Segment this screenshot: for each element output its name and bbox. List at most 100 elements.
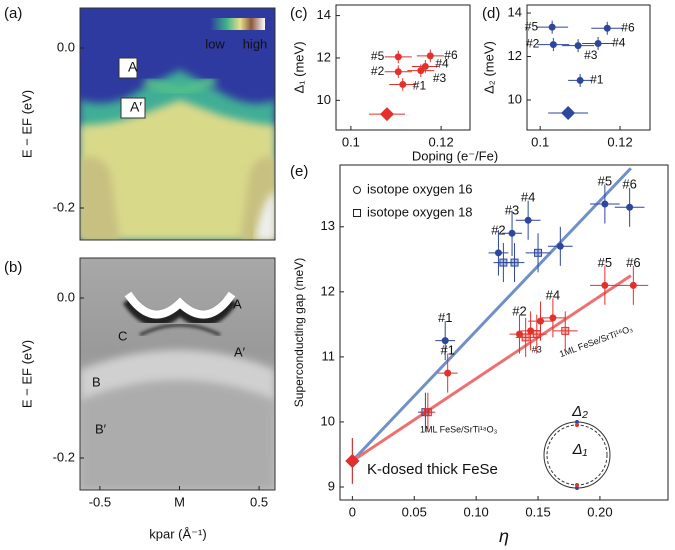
panel-label: (b) [4,259,22,276]
x-axis-label: kpar (Å⁻¹) [149,526,206,541]
band-label: A′ [130,99,142,115]
point-label: #5 [525,19,539,33]
x-axis-label: η [499,526,509,546]
data-point [426,52,434,60]
data-point [626,203,634,211]
inset-dot [575,483,579,487]
annotation: 1ML FeSe/SrTi¹⁶O₃ [558,323,634,359]
point-label: #3 [433,71,447,85]
data-point [444,369,452,377]
y-axis-label: Δ₂ (meV) [481,41,496,94]
panel-label: (c) [290,5,308,22]
data-point [521,333,530,342]
y-tick-label: -0.2 [53,449,75,464]
data-point [629,281,637,289]
data-point [527,327,535,335]
x-tick-label: 0.12 [428,134,453,149]
frame [339,164,669,501]
data-point [576,76,584,84]
x-tick-label: 0 [349,504,356,519]
data-point [515,330,523,338]
band-label: A′ [234,344,246,359]
y-tick-label: 0.0 [57,289,75,304]
data-point [594,39,602,47]
point-label: #2 [526,37,540,51]
data-point [561,326,570,335]
point-label: #6 [622,177,636,192]
y-tick-label: 9 [328,478,335,493]
panel-label: (d) [482,5,500,22]
data-point [574,42,582,50]
point-label: #3 [584,48,598,62]
point-label: #1 [438,310,452,325]
data-point [494,249,502,257]
y-tick-label: 10 [321,413,335,428]
label-box [120,97,146,119]
band-label: B′ [95,421,107,436]
data-point [510,258,519,267]
y-tick-label: 11 [322,348,336,363]
band-label: A [233,296,242,311]
data-point [537,317,545,325]
data-point [549,314,557,322]
x-tick-label: 0.20 [587,504,612,519]
frame [526,4,651,131]
data-point [561,106,576,121]
arpes-image [80,8,275,240]
point-label: #1 [590,73,604,87]
point-label: #2 [491,222,505,237]
curvature-image [80,258,275,490]
annotation: 1ML FeSe/SrTi¹⁸O₃ [420,424,498,434]
x-tick-label: 0.5 [250,494,268,509]
point-label: #5 [371,49,385,63]
y-tick-label: 14 [508,4,522,19]
data-point [524,216,532,224]
colorbar-label: low [205,36,225,51]
x-tick-label: 0.05 [402,504,427,519]
y-tick-label: 12 [321,283,335,298]
data-point [548,23,556,31]
data-point [532,330,541,339]
point-label: #6 [444,48,458,62]
y-tick-label: 13 [321,218,335,233]
point-label: #4 [546,287,560,302]
point-label: #6 [621,20,635,34]
y-axis-label: E − EF (eV) [19,90,34,158]
point-label: #6 [626,255,640,270]
data-point [534,248,543,257]
band-label: C [118,328,127,343]
point-label: #3 [532,345,542,355]
inset-dot [575,423,579,427]
data-point [417,67,425,75]
legend-label: isotope oxygen 18 [367,204,473,219]
point-label: #4 [521,190,535,205]
y-axis-label: Δ₁ (meV) [291,41,306,93]
data-point [508,229,516,237]
legend-marker [353,209,361,217]
inset-label: Δ₁ [572,441,588,458]
point-label: #5 [598,173,612,188]
y-axis-label: Superconducting gap (meV) [292,258,306,407]
data-point [601,281,609,289]
legend-label: isotope oxygen 16 [367,181,473,196]
band-label: A [128,59,138,75]
data-point [603,24,611,32]
data-point [423,408,432,417]
data-point [345,453,360,468]
point-label: #2 [371,64,385,78]
inset-dot [575,420,579,424]
inset-label: Δ₂ [571,403,588,420]
frame [335,4,471,131]
point-label: #1 [440,343,454,358]
x-tick-label: 0.1 [342,134,360,149]
y-tick-label: 10 [508,91,522,106]
x-tick-label: 0.12 [607,134,632,149]
label-box [118,57,138,79]
x-axis-label: Doping (e⁻/Fe) [412,148,498,163]
point-label: #1 [413,79,427,93]
x-tick-label: M [174,494,185,509]
data-point [421,62,429,70]
x-tick-label: -0.5 [89,494,111,509]
x-tick-label: 0.1 [531,134,549,149]
